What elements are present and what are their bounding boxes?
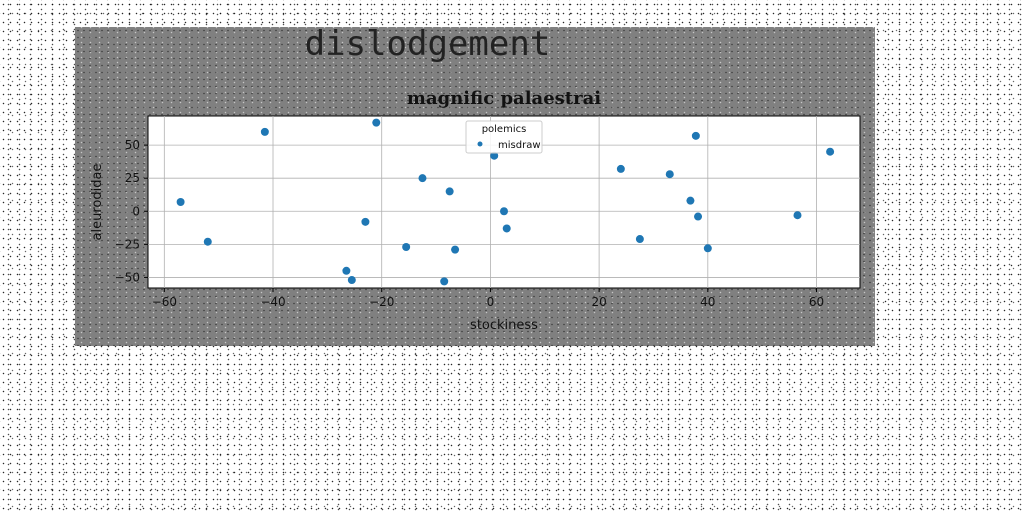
data-point xyxy=(826,147,835,156)
data-point xyxy=(372,118,381,127)
data-point xyxy=(793,211,802,220)
data-point xyxy=(691,131,700,140)
legend-label-misdraw: misdraw xyxy=(498,140,541,151)
data-point xyxy=(347,276,356,285)
y-tick-label: −50 xyxy=(115,270,140,284)
data-point xyxy=(502,224,511,233)
x-tick-label: −60 xyxy=(152,295,177,309)
legend-box xyxy=(465,120,543,154)
data-point xyxy=(616,164,625,173)
y-tick-label: 50 xyxy=(125,138,140,152)
data-point xyxy=(440,277,449,286)
data-point xyxy=(451,245,460,254)
data-point xyxy=(686,196,695,205)
data-point xyxy=(703,244,712,253)
data-point xyxy=(500,207,508,216)
y-axis-label: aleurodidae xyxy=(90,164,105,241)
figure-suptitle: dislodgement xyxy=(304,24,551,64)
x-tick-label: 20 xyxy=(591,295,606,309)
x-axis-ticks: −60 −40 −20 0 20 40 60 xyxy=(152,288,824,309)
x-tick-label: −20 xyxy=(369,295,394,309)
data-point xyxy=(445,187,454,196)
data-point xyxy=(665,170,674,179)
data-point xyxy=(361,217,370,226)
chart-title: magnific palaestrai xyxy=(406,88,602,109)
y-axis-ticks: −50 −25 0 25 50 xyxy=(115,138,148,284)
data-point xyxy=(402,242,411,251)
x-tick-label: −40 xyxy=(260,295,285,309)
x-axis-label: stockiness xyxy=(470,318,538,333)
data-point xyxy=(635,235,644,244)
legend-title: polemics xyxy=(482,124,527,135)
x-tick-label: 0 xyxy=(487,295,495,309)
y-tick-label: 25 xyxy=(125,171,140,185)
x-tick-label: 40 xyxy=(700,295,715,309)
data-point xyxy=(490,151,499,160)
y-tick-label: −25 xyxy=(115,237,140,251)
data-point xyxy=(694,212,703,221)
data-point xyxy=(342,266,351,275)
data-point xyxy=(418,174,427,183)
data-points xyxy=(176,118,835,286)
data-point xyxy=(260,127,269,136)
x-tick-label: 60 xyxy=(809,295,824,309)
legend: polemics misdraw xyxy=(465,120,543,154)
legend-marker-misdraw xyxy=(477,141,483,147)
data-point xyxy=(176,198,185,206)
data-point xyxy=(203,237,212,246)
y-tick-label: 0 xyxy=(132,204,140,218)
